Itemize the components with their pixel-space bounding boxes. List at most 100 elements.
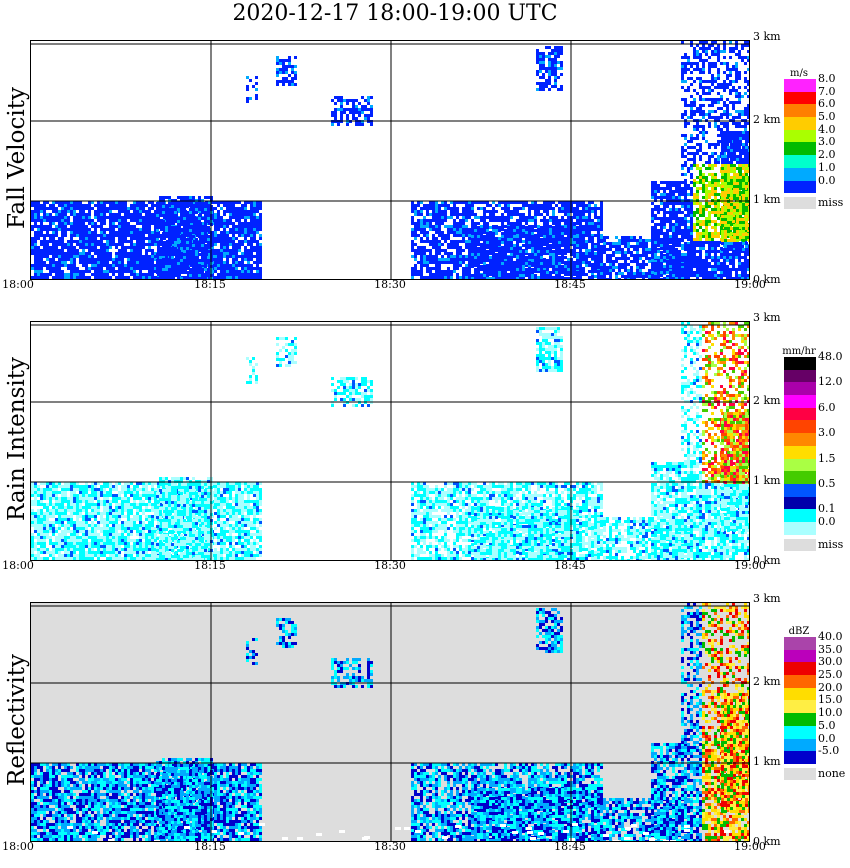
legend-entry: 0.0 <box>782 732 844 752</box>
legend-swatch <box>784 687 816 701</box>
x-tick-label: 18:15 <box>194 840 226 853</box>
x-tick-label: 18:00 <box>2 840 34 853</box>
legend-entry: 0.0 <box>782 515 844 535</box>
legend-entry: -5.0 <box>782 745 844 764</box>
panel-label-reflectivity: Reflectivity <box>4 654 30 786</box>
legend-entry: 20.0 <box>782 681 844 701</box>
y-tick-label: 1 km <box>753 755 781 768</box>
x-tick-label: 18:30 <box>374 559 406 572</box>
heatmap-canvas-0 <box>31 41 749 279</box>
legend-swatch <box>784 420 816 434</box>
legend-level-label: 0.0 <box>818 731 836 745</box>
legend-level-label: 35.0 <box>818 642 843 656</box>
y-tick-label: 3 km <box>753 311 781 324</box>
echo-cells <box>31 322 749 560</box>
legend-swatch <box>784 496 816 510</box>
y-tick-label: 2 km <box>753 113 781 126</box>
legend-entry: 30.0 <box>782 656 844 676</box>
legend-missing: miss <box>782 538 844 553</box>
legend-level-label: 15.0 <box>818 693 843 707</box>
legend-unit: dBZ <box>788 626 810 637</box>
legend-swatch <box>784 117 816 130</box>
panel-label-rain-intensity: Rain Intensity <box>4 357 30 521</box>
echo-cells <box>31 41 749 279</box>
legend-level-label: 25.0 <box>818 668 843 682</box>
legend-level-label: 0.1 <box>818 502 836 516</box>
x-tick-label: 18:15 <box>194 278 226 291</box>
legend-swatch <box>784 155 816 168</box>
legend-swatch <box>784 649 816 663</box>
y-tick-label: 0 km <box>753 273 781 286</box>
legend-swatch <box>784 129 816 143</box>
legend-level-label: 7.0 <box>818 84 836 98</box>
legend-swatch <box>784 369 816 383</box>
legend-level-label: 4.0 <box>818 122 836 136</box>
legend-level-label: 30.0 <box>818 655 843 669</box>
y-tick-label: 0 km <box>753 835 781 848</box>
legend-entry: 12.0 <box>782 376 844 396</box>
legend-swatch <box>784 433 816 446</box>
legend-entry <box>782 445 844 459</box>
legend-level-label: 1.5 <box>818 451 836 465</box>
legend-entry: 3.0 <box>782 136 844 156</box>
legend-swatch <box>784 407 816 421</box>
x-tick-label: 19:00 <box>734 840 766 853</box>
x-tick-label: 18:15 <box>194 559 226 572</box>
legend-level-label: 0.0 <box>818 514 836 528</box>
legend-swatch <box>784 142 816 156</box>
x-tick-label: 18:45 <box>554 840 586 853</box>
x-tick-label: 18:45 <box>554 278 586 291</box>
legend-level-label: 48.0 <box>818 350 843 363</box>
y-tick-label: 0 km <box>753 554 781 567</box>
legend-entry: 0.0 <box>782 174 844 194</box>
legend-swatch <box>784 509 816 522</box>
legend-entry: 48.0 <box>782 351 844 370</box>
grid-lines <box>31 41 749 279</box>
echo-cells <box>31 603 749 841</box>
legend-level-label: 5.0 <box>818 110 836 124</box>
legend-entry: 7.0 <box>782 85 844 105</box>
legend-entry: 6.0 <box>782 401 844 421</box>
legend-entry: 5.0 <box>782 111 844 130</box>
legend-level-label: 8.0 <box>818 72 836 85</box>
legend-entry: 5.0 <box>782 719 844 739</box>
legend-entry: 8.0 <box>782 73 844 92</box>
x-tick-label: 18:45 <box>554 559 586 572</box>
reflectivity-plot <box>30 602 750 842</box>
fall-velocity-plot <box>30 40 750 280</box>
grid-lines <box>31 603 749 841</box>
legend-level-label: -5.0 <box>818 744 840 758</box>
legend-swatch <box>784 458 816 472</box>
legend-entry: 15.0 <box>782 694 844 714</box>
legend-missing: miss <box>782 197 844 211</box>
legend-swatch <box>784 738 816 752</box>
legend-swatch <box>784 382 816 396</box>
legend-swatch <box>784 471 816 484</box>
legend-level-label: 3.0 <box>818 426 836 440</box>
x-tick-label: 18:30 <box>374 278 406 291</box>
legend-swatch <box>784 483 816 497</box>
y-tick-label: 2 km <box>753 675 781 688</box>
legend-swatch <box>784 637 816 650</box>
legend-level-label: 6.0 <box>818 97 836 111</box>
legend-level-label: 20.0 <box>818 680 843 694</box>
x-tick-label: 18:00 <box>2 278 34 291</box>
legend-swatch <box>784 357 816 370</box>
legend-level-label: 3.0 <box>818 135 836 149</box>
legend-swatch <box>784 521 816 535</box>
reflectivity-legend: dBZ 40.0 35.0 30.0 25.0 20.0 15.0 10.0 5.0 0.0 -5.… <box>782 626 845 782</box>
legend-swatch <box>784 662 816 676</box>
fall-velocity-legend: m/s 8.0 7.0 6.0 5.0 4.0 3.0 2.0 1.0 0.0 miss <box>782 68 844 211</box>
legend-entry: 0.1 <box>782 503 844 522</box>
y-tick-label: 1 km <box>753 193 781 206</box>
legend-level-label: 0.0 <box>818 173 836 187</box>
legend-swatch <box>784 713 816 726</box>
legend-entry: 3.0 <box>782 427 844 446</box>
legend-swatch <box>784 91 816 105</box>
rain-intensity-legend: mm/hr 48.0 12.0 6.0 3.0 1.5 0.5 0.1 0.0 miss <box>782 346 844 553</box>
legend-swatch <box>784 167 816 181</box>
x-tick-label: 18:00 <box>2 559 34 572</box>
legend-entry: 1.0 <box>782 161 844 181</box>
legend-entry: 0.5 <box>782 477 844 497</box>
